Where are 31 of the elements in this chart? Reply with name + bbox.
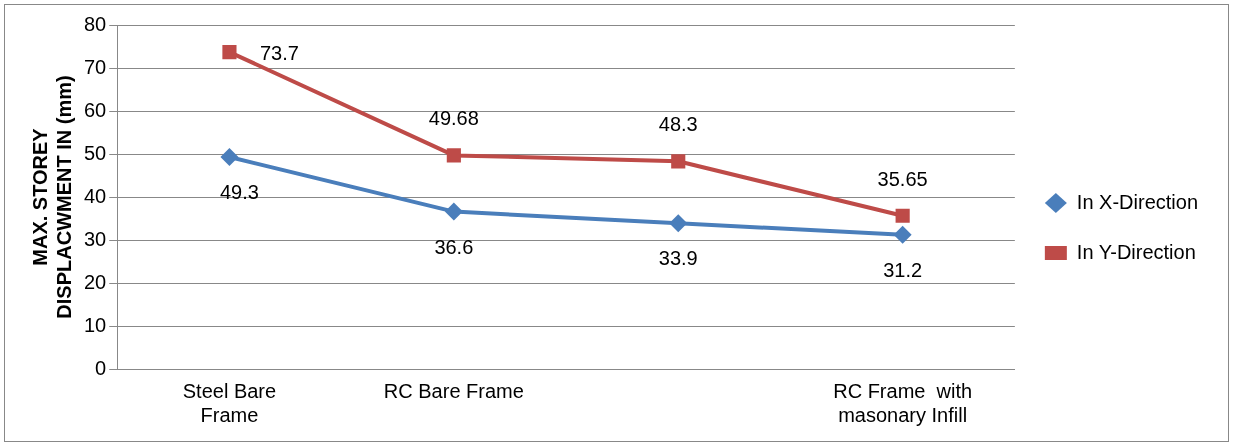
y-tick-label: 20 bbox=[84, 270, 107, 293]
legend-label: In Y-Direction bbox=[1076, 240, 1196, 263]
point bbox=[671, 154, 686, 169]
x-tick-label: Steel Bare Frame bbox=[182, 379, 277, 426]
legend-label: In X-Direction bbox=[1076, 190, 1198, 213]
point bbox=[895, 208, 910, 223]
y-tick-label: 60 bbox=[84, 98, 107, 121]
point bbox=[893, 225, 912, 244]
y-tick-label: 70 bbox=[84, 55, 107, 78]
y-tick-label: 0 bbox=[95, 356, 107, 379]
point bbox=[446, 148, 461, 163]
y-tick-label: 50 bbox=[84, 141, 107, 164]
point bbox=[444, 202, 463, 221]
data-label: 36.6 bbox=[434, 235, 474, 258]
point bbox=[669, 214, 688, 233]
data-label: 31.2 bbox=[883, 258, 923, 281]
y-tick-label: 80 bbox=[84, 12, 107, 35]
y-tick-label: 40 bbox=[84, 184, 107, 207]
point bbox=[220, 148, 239, 167]
data-label: 73.7 bbox=[259, 42, 299, 65]
data-label: 33.9 bbox=[658, 247, 698, 270]
y-tick-label: 10 bbox=[84, 313, 107, 336]
data-label: 49.68 bbox=[428, 107, 479, 130]
y-axis-title: MAX. STOREY DISPLACWMENT IN (mm) bbox=[28, 75, 75, 319]
x-tick-label: RC Frame with masonary Infill bbox=[833, 379, 973, 426]
y-tick-label: 30 bbox=[84, 227, 107, 250]
data-label: 49.3 bbox=[219, 181, 259, 204]
point bbox=[222, 45, 237, 60]
data-label: 35.65 bbox=[877, 167, 928, 190]
x-tick-label: RC Bare Frame bbox=[383, 379, 524, 402]
data-label: 48.3 bbox=[658, 113, 698, 136]
